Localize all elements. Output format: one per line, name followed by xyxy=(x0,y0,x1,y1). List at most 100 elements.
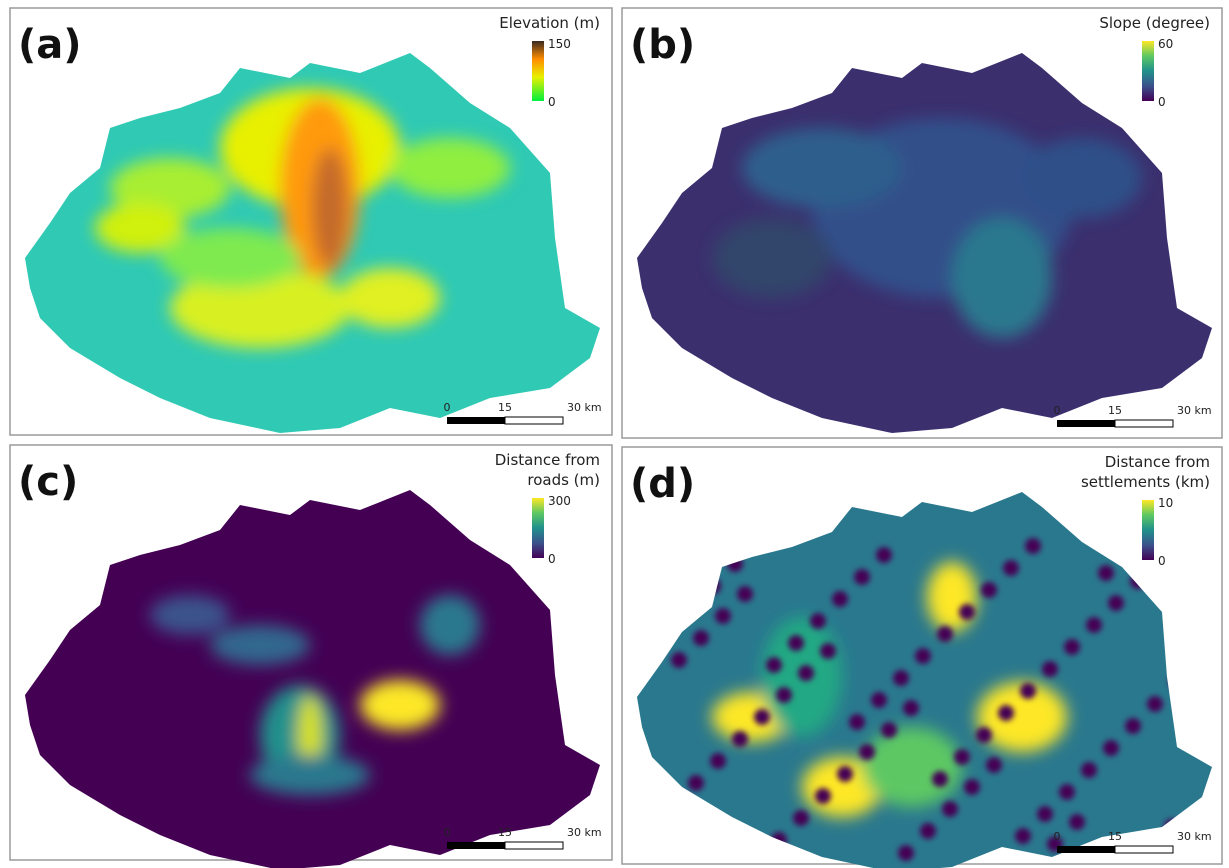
settlement xyxy=(1086,617,1102,633)
settlement xyxy=(876,547,892,563)
settlement xyxy=(671,652,687,668)
settlement xyxy=(854,569,870,585)
settlement xyxy=(942,801,958,817)
scale-label: 15 xyxy=(498,401,512,414)
settlement xyxy=(810,613,826,629)
settlement xyxy=(710,753,726,769)
settlement xyxy=(693,630,709,646)
settlement xyxy=(849,714,865,730)
settlement xyxy=(754,709,770,725)
scale-black xyxy=(1057,846,1115,853)
scale-white xyxy=(1115,846,1173,853)
legend-ramp xyxy=(532,41,544,101)
settlement xyxy=(937,626,953,642)
settlement xyxy=(959,604,975,620)
terrain-blob xyxy=(1022,138,1142,218)
settlement xyxy=(788,635,804,651)
scale-black xyxy=(1057,420,1115,427)
terrain-blob xyxy=(390,138,510,198)
map-figure: (a)Elevation (m)150001530 km(b)Slope (de… xyxy=(0,0,1229,868)
settlement xyxy=(1069,814,1085,830)
settlement xyxy=(964,779,980,795)
terrain-blob xyxy=(952,218,1052,338)
legend-title: Distance from xyxy=(1105,453,1210,471)
panel-label: (d) xyxy=(630,461,695,507)
terrain-blob xyxy=(927,562,977,632)
scale-label: 0 xyxy=(1054,404,1061,417)
settlement xyxy=(903,700,919,716)
terrain-blob xyxy=(742,128,902,208)
scale-label: 30 km xyxy=(1177,404,1212,417)
scale-label: 15 xyxy=(1108,404,1122,417)
legend-title: Distance from xyxy=(495,451,600,469)
settlement xyxy=(1037,806,1053,822)
settlement xyxy=(1098,565,1114,581)
legend-min: 0 xyxy=(1158,95,1166,109)
legend-title: Slope (degree) xyxy=(1099,14,1210,32)
terrain-blob xyxy=(420,595,480,655)
legend-max: 10 xyxy=(1158,496,1173,510)
legend-ramp xyxy=(1142,41,1154,101)
settlement xyxy=(898,845,914,861)
settlement xyxy=(915,648,931,664)
terrain-blob xyxy=(340,268,440,328)
panel-label: (b) xyxy=(630,22,695,68)
settlement xyxy=(820,643,836,659)
settlement xyxy=(776,687,792,703)
scale-label: 30 km xyxy=(567,401,602,414)
settlement xyxy=(688,775,704,791)
settlement xyxy=(954,749,970,765)
settlement xyxy=(1125,718,1141,734)
legend-ramp xyxy=(1142,500,1154,560)
scale-label: 0 xyxy=(1054,830,1061,843)
scale-label: 30 km xyxy=(1177,830,1212,843)
legend-min: 0 xyxy=(548,552,556,566)
settlement xyxy=(920,823,936,839)
settlement xyxy=(766,657,782,673)
scale-white xyxy=(505,417,563,424)
legend-max: 150 xyxy=(548,37,571,51)
settlement xyxy=(815,788,831,804)
terrain-blob xyxy=(712,218,832,298)
settlement xyxy=(832,591,848,607)
settlement xyxy=(1025,538,1041,554)
terrain-blob xyxy=(250,755,370,795)
scale-black xyxy=(447,842,505,849)
settlement xyxy=(837,766,853,782)
settlement xyxy=(1020,683,1036,699)
panel-label: (c) xyxy=(18,459,78,505)
terrain-blob xyxy=(360,680,440,730)
settlement xyxy=(1081,762,1097,778)
settlement xyxy=(976,727,992,743)
settlement xyxy=(859,744,875,760)
settlement xyxy=(932,771,948,787)
scale-black xyxy=(447,417,505,424)
scale-label: 15 xyxy=(498,826,512,839)
settlement xyxy=(981,582,997,598)
settlement xyxy=(1015,828,1031,844)
settlement xyxy=(798,665,814,681)
scale-label: 0 xyxy=(444,826,451,839)
settlement xyxy=(1003,560,1019,576)
settlement xyxy=(998,705,1014,721)
terrain-blob xyxy=(210,625,310,665)
legend-min: 0 xyxy=(548,95,556,109)
settlement xyxy=(715,608,731,624)
scale-white xyxy=(505,842,563,849)
settlement xyxy=(893,670,909,686)
terrain-blob xyxy=(160,228,300,288)
legend-title: roads (m) xyxy=(527,471,600,489)
map-panel: (a) Elevation (m) 150 0 0 15 30 km xyxy=(10,8,612,435)
settlement xyxy=(871,692,887,708)
settlement xyxy=(1108,595,1124,611)
scale-label: 0 xyxy=(444,401,451,414)
settlement xyxy=(1147,696,1163,712)
settlement xyxy=(1064,639,1080,655)
settlement xyxy=(1103,740,1119,756)
settlement xyxy=(793,810,809,826)
legend-title: Elevation (m) xyxy=(499,14,600,32)
terrain-blob xyxy=(862,727,962,807)
panel-label: (a) xyxy=(18,22,82,68)
